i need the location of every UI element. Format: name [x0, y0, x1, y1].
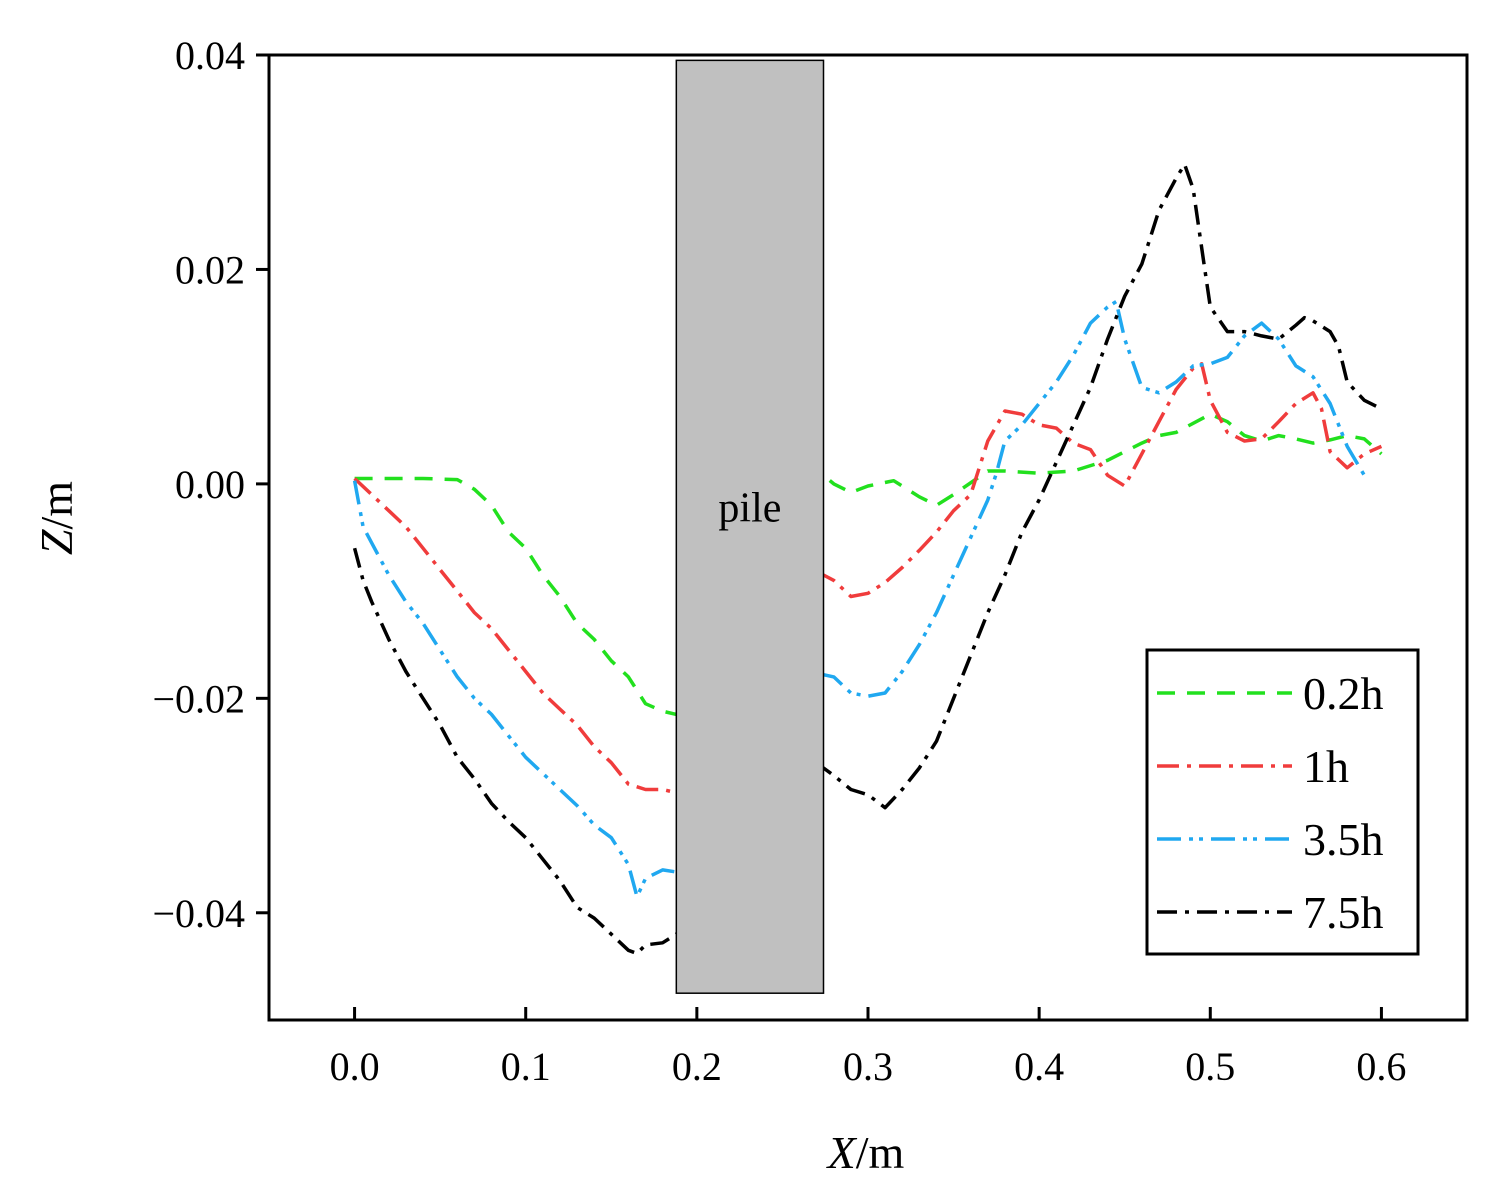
legend-label-1h: 1h: [1303, 741, 1349, 792]
series-line-7-5h: [352, 162, 1383, 956]
x-tick-label: 0.3: [843, 1044, 893, 1089]
y-axis-unit: /m: [31, 481, 82, 530]
y-tick-label: −0.02: [152, 676, 245, 721]
legend: 0.2h 1h 3.5h 7.5h: [1145, 648, 1420, 956]
legend-label-7-5h: 7.5h: [1303, 887, 1384, 938]
legend-label-0-2h: 0.2h: [1303, 668, 1384, 719]
y-tick-label: 0.04: [175, 33, 245, 78]
legend-items: 0.2h 1h 3.5h 7.5h: [1157, 668, 1384, 938]
y-axis-title: Z/m: [31, 481, 82, 555]
pile-rect: [675, 59, 825, 994]
pile-group: pile: [675, 59, 825, 994]
x-tick-label: 0.0: [330, 1044, 380, 1089]
series-line-1h: [353, 362, 1383, 795]
x-axis-var: X: [826, 1127, 858, 1178]
pile-label: pile: [718, 485, 781, 531]
y-tick-label: 0.00: [175, 462, 245, 507]
x-axis-title: X/m: [826, 1127, 905, 1178]
legend-label-3-5h: 3.5h: [1303, 814, 1384, 865]
x-tick-label: 0.4: [1014, 1044, 1064, 1089]
y-tick-label: 0.02: [175, 247, 245, 292]
x-tick-label: 0.2: [672, 1044, 722, 1089]
axes-layer: 0.0 0.1 0.2 0.3 0.4 0.5 0.6 0.04 0.02 0.00 −0.02 −0…: [152, 33, 1406, 1089]
series-line-3-5h: [352, 299, 1366, 899]
x-axis-unit: /m: [856, 1127, 905, 1178]
y-tick-label: −0.04: [152, 891, 245, 936]
legend-box: [1145, 648, 1420, 956]
x-tick-label: 0.1: [501, 1044, 551, 1089]
y-axis-var: Z: [31, 529, 82, 555]
x-tick-label: 0.5: [1185, 1044, 1235, 1089]
series-layer: [352, 162, 1383, 956]
x-tick-label: 0.6: [1356, 1044, 1406, 1089]
